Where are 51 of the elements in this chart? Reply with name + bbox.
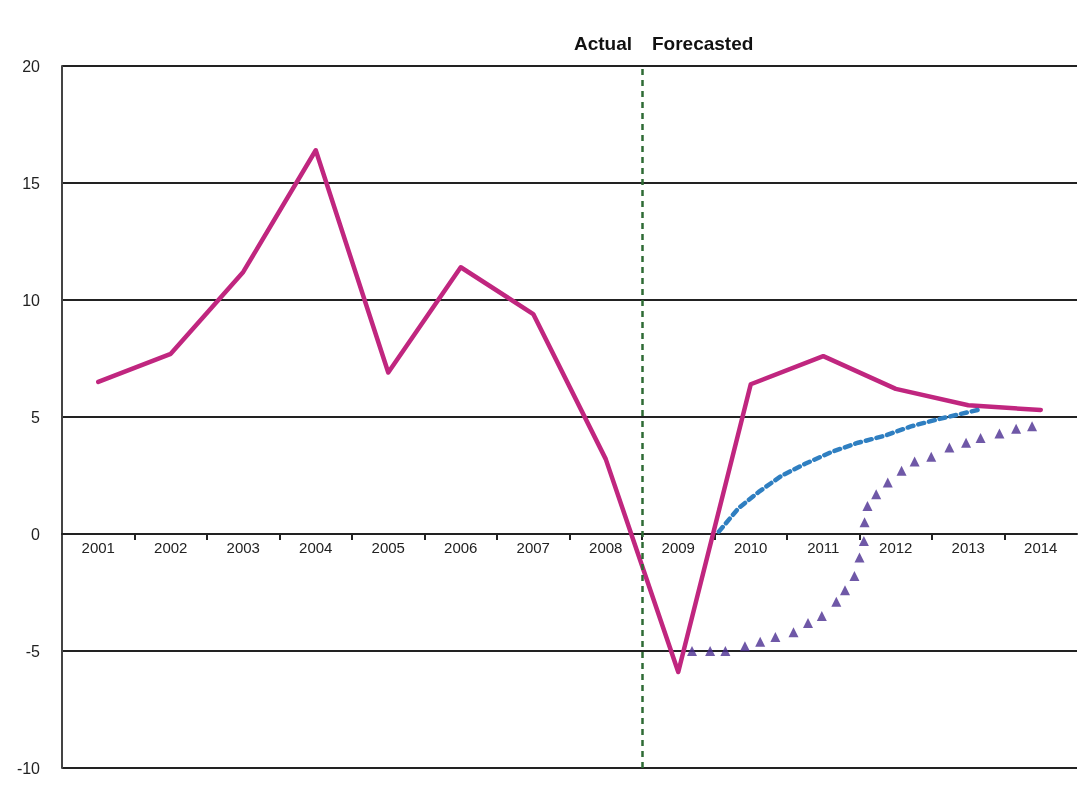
x-tick-label: 2010 bbox=[734, 539, 768, 556]
x-tick-label: 2011 bbox=[807, 539, 840, 556]
point bbox=[961, 437, 972, 448]
y-tick-label: 20 bbox=[22, 57, 41, 75]
point bbox=[975, 433, 986, 444]
point bbox=[854, 552, 865, 563]
point bbox=[849, 571, 860, 582]
x-tick-label: 2006 bbox=[444, 539, 478, 556]
line-series bbox=[716, 407, 980, 534]
x-tick-label: 2002 bbox=[154, 539, 188, 556]
text: Actual bbox=[573, 33, 633, 54]
point bbox=[858, 536, 869, 547]
x-tick-label: 2003 bbox=[226, 539, 260, 556]
y-tick-label: 15 bbox=[22, 174, 41, 192]
point bbox=[926, 451, 937, 462]
point bbox=[755, 636, 766, 647]
point bbox=[994, 428, 1005, 439]
point bbox=[909, 456, 920, 467]
point bbox=[705, 646, 716, 656]
point bbox=[720, 646, 731, 656]
point bbox=[803, 617, 814, 628]
y-tick-label: 10 bbox=[22, 291, 41, 309]
x-tick-label: 2014 bbox=[1024, 539, 1058, 556]
x-tick-label: 2001 bbox=[81, 539, 115, 556]
point bbox=[831, 596, 842, 607]
point bbox=[882, 477, 893, 488]
y-tick-label: -10 bbox=[16, 759, 41, 777]
x-tick-label: 2008 bbox=[589, 539, 623, 556]
point bbox=[1011, 423, 1022, 434]
x-tick-label: 2009 bbox=[661, 539, 695, 556]
x-tick-label: 2012 bbox=[879, 539, 913, 556]
x-tick-label: 2005 bbox=[371, 539, 405, 556]
point bbox=[896, 465, 907, 476]
y-tick-label: -5 bbox=[25, 642, 41, 660]
point bbox=[859, 517, 870, 528]
point bbox=[687, 646, 698, 656]
x-tick-label: 2004 bbox=[299, 539, 333, 556]
point bbox=[840, 585, 850, 596]
point bbox=[739, 641, 750, 652]
x-tick-label: 2007 bbox=[516, 539, 550, 556]
x-tick-label: 2013 bbox=[951, 539, 985, 556]
point bbox=[862, 500, 873, 511]
point bbox=[788, 627, 799, 638]
point bbox=[816, 610, 827, 621]
y-tick-label: 5 bbox=[31, 408, 41, 426]
point bbox=[770, 631, 781, 642]
point bbox=[944, 442, 955, 453]
point bbox=[1027, 421, 1038, 432]
point bbox=[871, 489, 882, 500]
y-tick-label: 0 bbox=[31, 525, 41, 543]
text: Forecasted bbox=[652, 33, 754, 54]
